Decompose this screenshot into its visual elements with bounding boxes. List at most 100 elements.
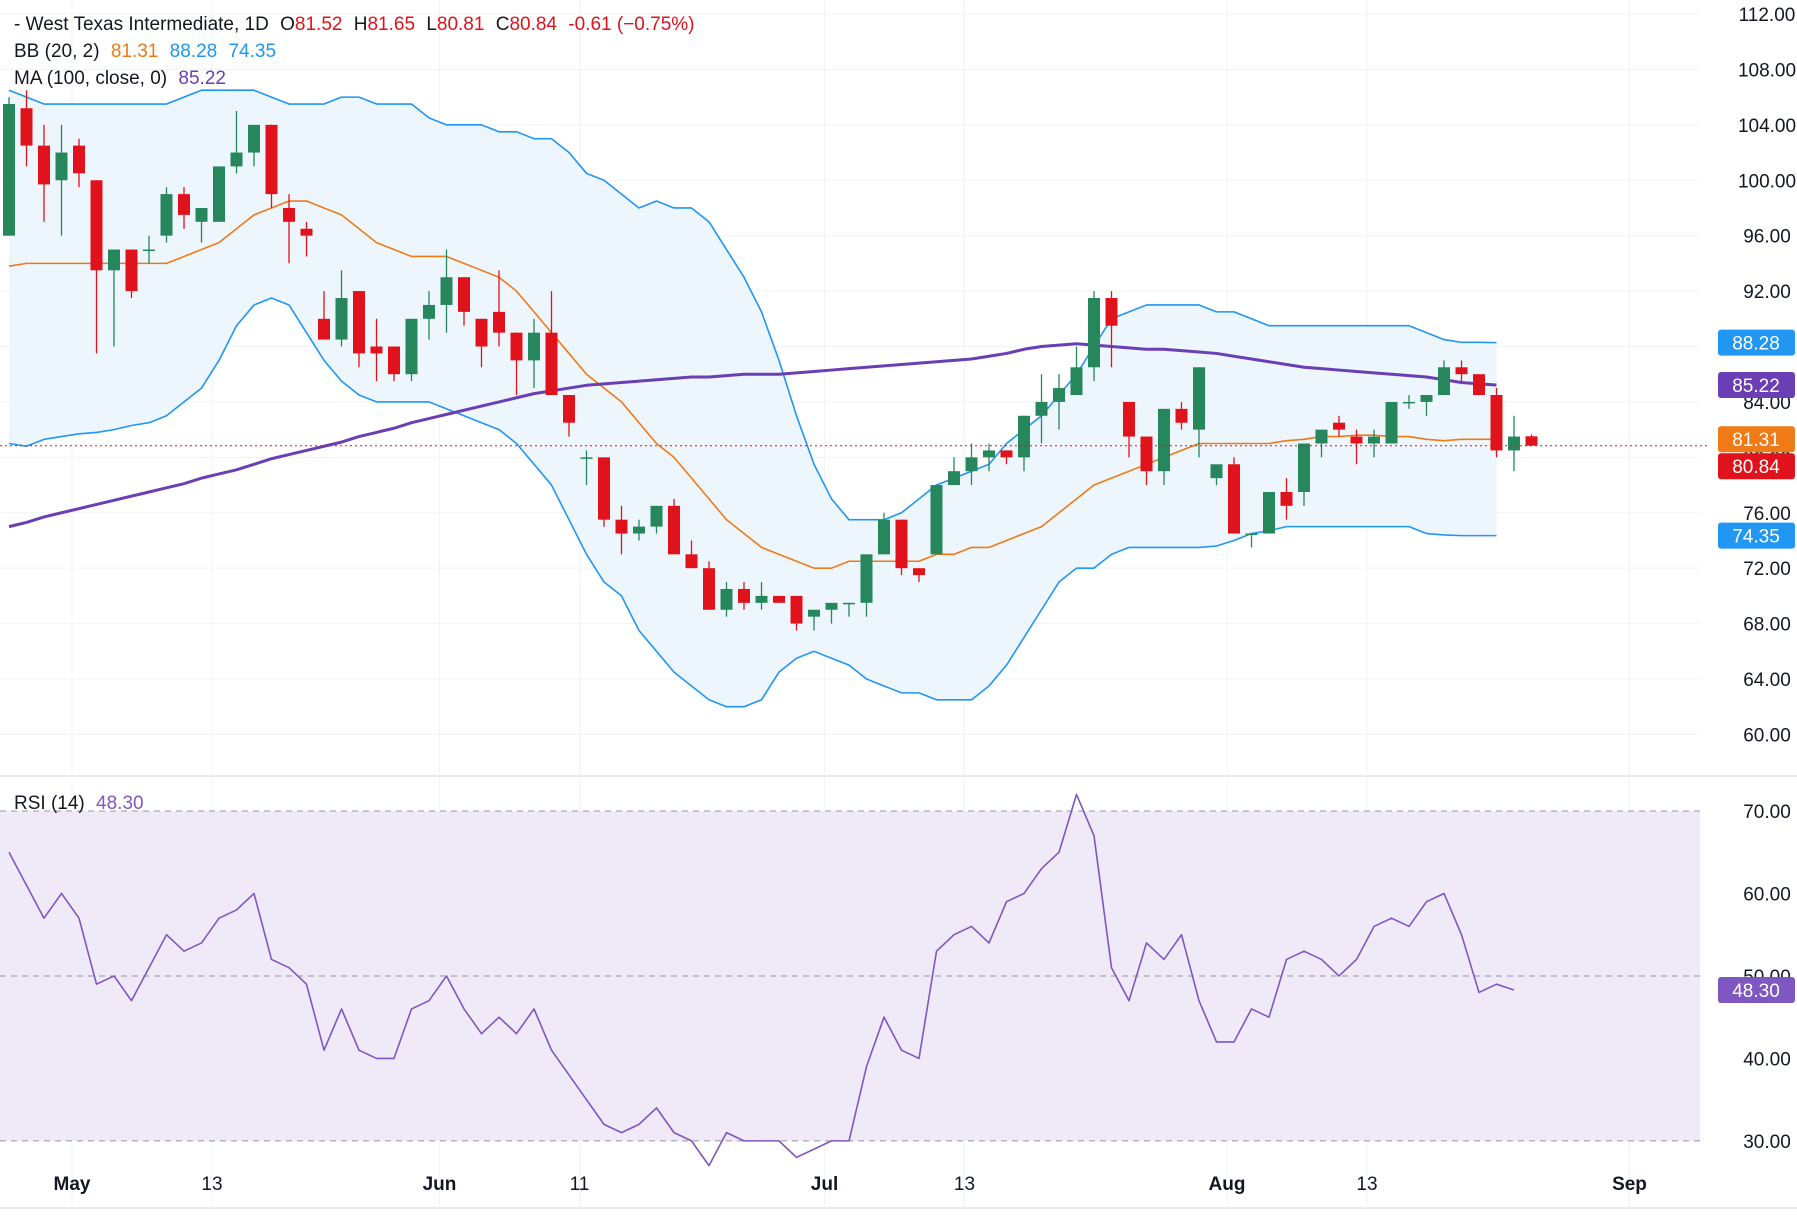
candle bbox=[650, 505, 663, 534]
time-axis[interactable]: May 13 Jun 11 Jul 13 Aug 13 Sep bbox=[54, 1174, 1647, 1195]
price-tag: 88.28 bbox=[1718, 329, 1795, 356]
candle bbox=[353, 291, 365, 368]
symbol-title[interactable]: - West Texas Intermediate, 1D bbox=[14, 14, 269, 35]
bb-lower-value: 74.35 bbox=[228, 41, 277, 62]
price-tag-label: 81.31 bbox=[1732, 430, 1780, 451]
price-tag-box bbox=[1718, 372, 1795, 399]
candle-body bbox=[283, 207, 295, 222]
candle bbox=[1123, 401, 1135, 458]
candle-body bbox=[878, 519, 890, 555]
candle bbox=[895, 519, 908, 576]
candle bbox=[405, 318, 418, 382]
candle-body bbox=[178, 194, 190, 215]
time-tick-label: 13 bbox=[201, 1174, 222, 1195]
candle bbox=[615, 505, 628, 555]
candle-body bbox=[1438, 367, 1450, 395]
price-axis[interactable]: 112.00108.00104.00100.0096.0092.0088.008… bbox=[1738, 5, 1796, 746]
candle bbox=[1403, 395, 1415, 409]
candle bbox=[1333, 415, 1345, 437]
candle bbox=[825, 602, 838, 624]
candlestick-series bbox=[3, 90, 1538, 631]
candle bbox=[265, 124, 278, 208]
candle bbox=[1280, 478, 1293, 520]
price-tick-label: 68.00 bbox=[1743, 615, 1791, 636]
candle bbox=[878, 512, 890, 555]
candle bbox=[1455, 360, 1468, 382]
candle bbox=[90, 180, 103, 354]
candle bbox=[1385, 401, 1398, 444]
candle bbox=[720, 582, 733, 617]
low-value: 80.81 bbox=[436, 14, 485, 35]
candle-body bbox=[1508, 436, 1520, 451]
candle bbox=[1210, 464, 1223, 486]
candle bbox=[580, 450, 593, 486]
candle-body bbox=[1315, 429, 1328, 444]
bb-label[interactable]: BB (20, 2) bbox=[14, 41, 100, 62]
price-tag: 74.35 bbox=[1718, 522, 1795, 549]
ma-label[interactable]: MA (100, close, 0) bbox=[14, 68, 168, 89]
price-tag-label: 88.28 bbox=[1732, 334, 1780, 355]
candle bbox=[370, 318, 383, 382]
candle bbox=[1263, 491, 1275, 534]
price-tick-label: 72.00 bbox=[1743, 559, 1791, 580]
candle-body bbox=[685, 554, 698, 569]
candle bbox=[668, 498, 680, 555]
candle-body bbox=[1263, 491, 1275, 534]
candle bbox=[1175, 401, 1188, 430]
candle bbox=[1070, 346, 1083, 395]
candle-body bbox=[3, 104, 15, 236]
rsi-legend: RSI (14) 48.30 bbox=[14, 792, 150, 816]
candle-body bbox=[1385, 401, 1398, 444]
bollinger-band bbox=[8, 89, 1497, 708]
candle bbox=[1473, 374, 1485, 395]
bb-mid-value: 81.31 bbox=[110, 41, 159, 62]
candle-body bbox=[720, 588, 733, 610]
price-tick-label: 96.00 bbox=[1743, 227, 1791, 248]
candle-body bbox=[703, 568, 715, 610]
price-tick-label: 76.00 bbox=[1743, 504, 1791, 525]
candle bbox=[1193, 367, 1205, 458]
candle bbox=[1420, 395, 1433, 416]
candle-body bbox=[388, 346, 400, 375]
candle bbox=[20, 90, 33, 167]
open-value: 81.52 bbox=[294, 14, 343, 35]
candle bbox=[1245, 533, 1258, 548]
candle-body bbox=[20, 108, 33, 146]
time-tick-label: 11 bbox=[570, 1174, 590, 1195]
candle-body bbox=[930, 485, 943, 555]
candle-body bbox=[1175, 408, 1188, 423]
bb-upper-line bbox=[8, 89, 1497, 521]
candle-body bbox=[563, 395, 575, 423]
candle bbox=[458, 277, 470, 326]
price-tick-label: 84.00 bbox=[1743, 393, 1791, 414]
candle bbox=[230, 110, 243, 174]
candle bbox=[195, 207, 208, 243]
candle bbox=[948, 457, 960, 486]
candle-body bbox=[1210, 464, 1223, 479]
high-value: 81.65 bbox=[367, 14, 416, 35]
price-tick-label: 100.00 bbox=[1738, 171, 1796, 192]
candle-body bbox=[510, 332, 523, 361]
candle-body bbox=[1123, 401, 1135, 437]
price-tag-box bbox=[1718, 976, 1795, 1003]
time-tick-label: Aug bbox=[1209, 1174, 1246, 1195]
price-tag-box bbox=[1718, 453, 1795, 480]
candle bbox=[808, 609, 820, 631]
candle-body bbox=[1525, 436, 1538, 446]
candle-body bbox=[90, 180, 103, 271]
candle-body bbox=[493, 311, 505, 333]
candle-body bbox=[860, 554, 873, 603]
candle bbox=[125, 249, 138, 299]
open-label: O bbox=[280, 14, 295, 35]
bb-fill bbox=[9, 90, 1497, 707]
candle bbox=[545, 291, 558, 395]
rsi-label[interactable]: RSI (14) bbox=[14, 793, 85, 814]
candle bbox=[965, 443, 978, 486]
time-tick-label: Jun bbox=[423, 1174, 457, 1195]
candle-body bbox=[528, 332, 540, 361]
candle bbox=[178, 187, 190, 229]
time-tick-label: 13 bbox=[954, 1174, 975, 1195]
price-tick-label: 64.00 bbox=[1743, 670, 1791, 691]
candle bbox=[1053, 374, 1065, 430]
